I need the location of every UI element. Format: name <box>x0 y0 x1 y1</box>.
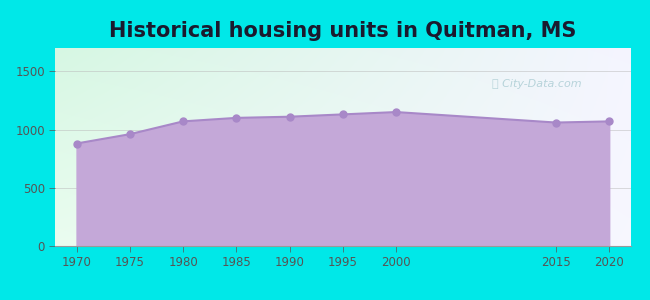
Point <box>604 119 614 124</box>
Point <box>231 116 242 120</box>
Point <box>72 141 82 146</box>
Point <box>391 110 401 115</box>
Point <box>125 132 135 136</box>
Text: ⓘ City-Data.com: ⓘ City-Data.com <box>493 79 582 88</box>
Point <box>338 112 348 117</box>
Title: Historical housing units in Quitman, MS: Historical housing units in Quitman, MS <box>109 21 577 41</box>
Point <box>551 120 561 125</box>
Point <box>285 114 295 119</box>
Point <box>178 119 188 124</box>
